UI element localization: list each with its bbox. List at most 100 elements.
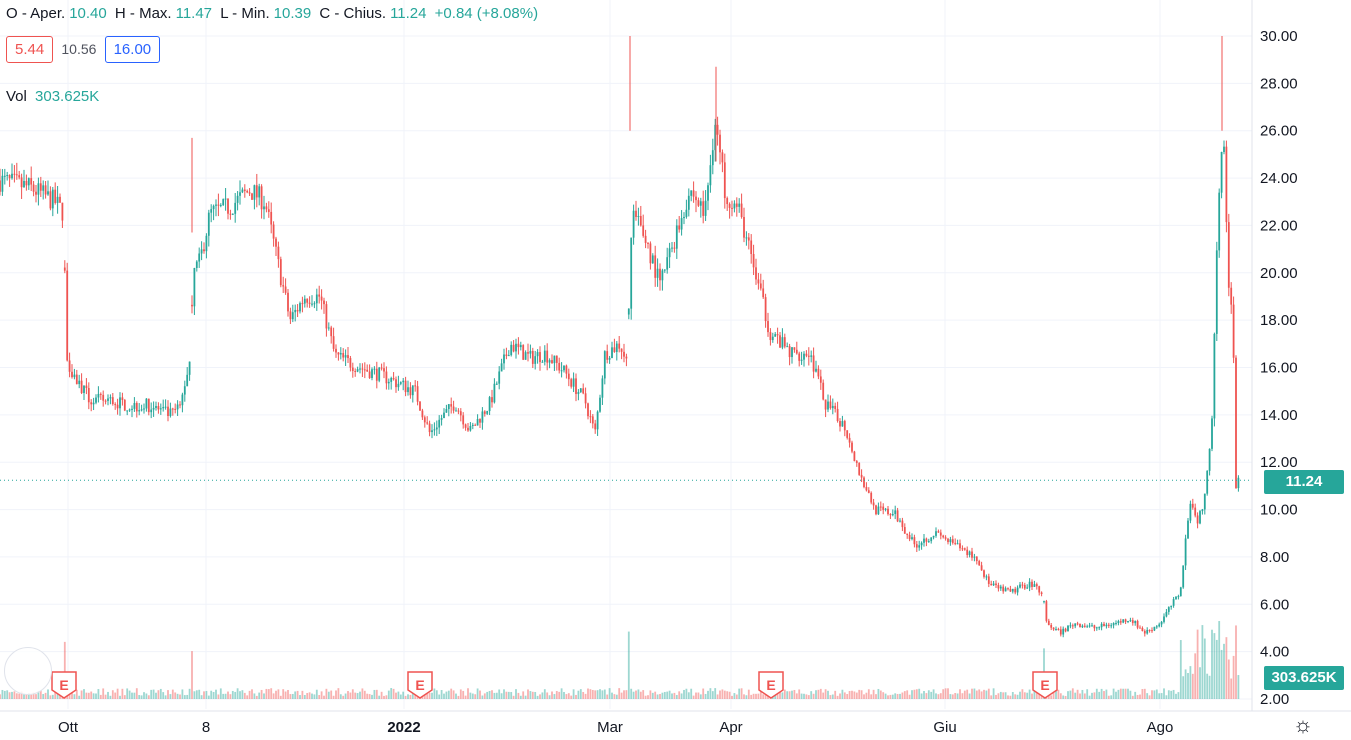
volume-bar [3, 690, 6, 699]
volume-bar [179, 694, 181, 699]
volume-bar [32, 692, 35, 699]
x-tick-label: Mar [597, 719, 623, 736]
volume-bar [318, 695, 321, 699]
candle-body [927, 541, 930, 543]
candle-body [443, 412, 445, 419]
candle-body [335, 348, 337, 353]
gear-icon[interactable]: ☼ [1292, 712, 1313, 737]
candle-body [1093, 625, 1096, 629]
candle-body [685, 209, 688, 217]
volume-bar [565, 694, 568, 699]
volume-bar [855, 692, 858, 699]
volume-bar [824, 689, 827, 699]
volume-bar [431, 692, 433, 699]
volume-bar [1232, 655, 1235, 699]
candle-body [363, 369, 366, 371]
volume-bar [927, 690, 930, 699]
ask-button[interactable]: 16.00 [104, 36, 161, 63]
candle-body [464, 424, 467, 428]
candle-body [1038, 586, 1041, 593]
candle-body [1071, 625, 1074, 627]
candle-body [603, 351, 606, 379]
volume-bar [265, 688, 268, 699]
volume-bar [870, 694, 873, 699]
volume-bar [1201, 625, 1204, 699]
candle-body [743, 216, 745, 238]
volume-bar [1153, 690, 1156, 699]
volume-bar [351, 689, 354, 699]
candle-body [354, 371, 357, 373]
volume-bar [234, 691, 237, 699]
candle-body [548, 360, 551, 363]
candle-body [1151, 630, 1153, 632]
volume-tag: 303.625K [1264, 666, 1344, 690]
x-tick-label: Giu [933, 719, 956, 736]
candle-body [20, 177, 23, 188]
volume-bar [536, 695, 539, 699]
volume-bar [147, 695, 150, 699]
candle-body [210, 209, 213, 213]
volume-bar [315, 689, 318, 699]
candle-body [248, 192, 251, 194]
volume-bar [383, 695, 385, 699]
volume-bar [409, 694, 412, 699]
volume-bar [270, 688, 273, 699]
volume-bar [992, 688, 995, 699]
volume-bar [1011, 692, 1014, 699]
volume-bar [637, 689, 640, 699]
volume-bar [219, 688, 222, 699]
candle-body [714, 124, 717, 151]
volume-bar [327, 691, 330, 699]
volume-bar [815, 690, 817, 699]
volume-bar [829, 695, 832, 699]
candle-body [512, 344, 515, 352]
candle-body [527, 352, 529, 354]
volume-bar [1167, 690, 1170, 699]
volume-bar [87, 692, 90, 699]
earnings-flag-label: E [766, 677, 775, 693]
candle-body [863, 477, 865, 488]
volume-bar [1179, 640, 1182, 699]
y-tick-label: 10.00 [1260, 502, 1298, 519]
candle-body [1131, 620, 1134, 624]
volume-bar [102, 688, 105, 699]
volume-bar [267, 689, 270, 699]
earnings-flag-icon [51, 671, 77, 699]
candle-body [656, 268, 659, 278]
candle-body [783, 337, 786, 347]
candle-body [671, 247, 673, 249]
candle-body [392, 377, 395, 380]
volume-bar [443, 693, 445, 699]
volume-bar [339, 694, 342, 699]
volume-bar [762, 694, 765, 699]
candle-body [1105, 624, 1108, 627]
volume-bar [54, 688, 57, 699]
candle-body [956, 543, 959, 545]
volume-bar [1107, 695, 1110, 699]
volume-bar [143, 692, 145, 699]
candle-body [606, 351, 609, 360]
candle-body [229, 213, 232, 215]
volume-bar [673, 692, 676, 699]
volume-bar [435, 690, 438, 699]
volume-bar [15, 693, 18, 699]
candle-body [709, 165, 712, 186]
bid-button[interactable]: 5.44 [6, 36, 54, 63]
candle-body [147, 398, 150, 413]
candle-body [620, 348, 623, 352]
candle-body [803, 353, 805, 360]
candle-body [428, 423, 431, 433]
candle-body [971, 551, 973, 558]
candle-body [954, 542, 957, 544]
volume-bar [1213, 633, 1216, 699]
volume-bar [978, 689, 981, 699]
candle-body [627, 308, 630, 315]
candle-body [668, 248, 671, 258]
volume-bar [385, 695, 388, 699]
candle-body [440, 418, 443, 420]
candle-body [181, 394, 184, 406]
volume-bar [140, 695, 143, 699]
volume-bar [390, 688, 393, 699]
candle-body [702, 201, 705, 216]
